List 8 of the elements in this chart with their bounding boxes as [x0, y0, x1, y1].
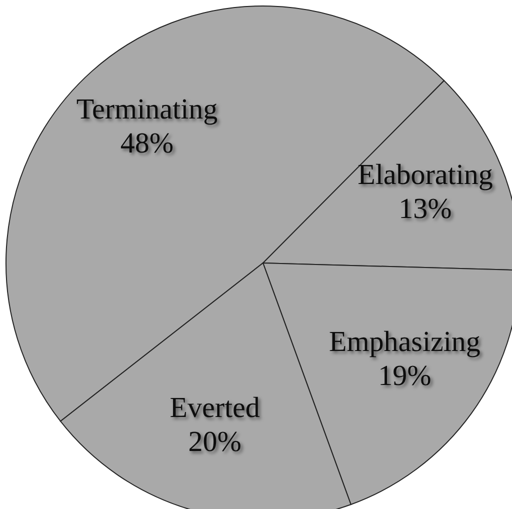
- data-label: 19%: [378, 360, 432, 392]
- slice-label: Elaborating: [358, 159, 493, 192]
- slice-label: Emphasizing: [329, 326, 480, 358]
- data-label: 13%: [398, 193, 452, 226]
- slice-label: Terminating: [76, 93, 218, 126]
- data-label: 48%: [120, 127, 174, 160]
- data-label: 20%: [188, 426, 242, 458]
- slice-label: Everted: [170, 392, 260, 424]
